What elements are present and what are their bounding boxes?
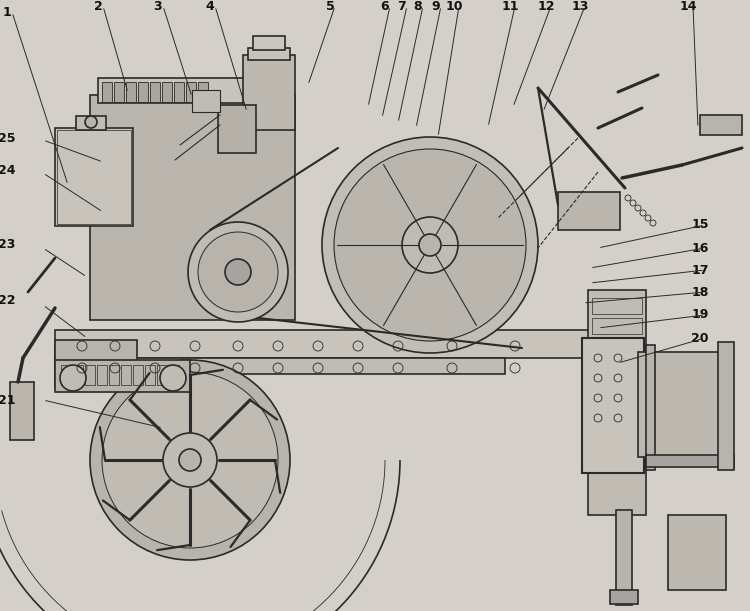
Text: 12: 12 <box>537 0 555 12</box>
Text: 21: 21 <box>0 393 16 406</box>
Bar <box>90 95 295 320</box>
Text: 13: 13 <box>572 0 589 12</box>
Text: 24: 24 <box>0 164 16 177</box>
Text: 5: 5 <box>326 0 334 12</box>
Bar <box>186 82 196 102</box>
Text: 22: 22 <box>0 293 16 307</box>
Circle shape <box>225 259 251 285</box>
Text: 11: 11 <box>501 0 519 12</box>
Bar <box>97 365 107 385</box>
Bar <box>55 340 137 388</box>
Circle shape <box>60 365 86 391</box>
Circle shape <box>179 449 201 471</box>
Bar <box>61 365 71 385</box>
Bar <box>592 318 642 334</box>
Bar <box>76 116 106 130</box>
Bar <box>55 358 505 374</box>
Bar <box>218 105 256 153</box>
Text: 17: 17 <box>692 263 709 277</box>
Circle shape <box>334 149 526 341</box>
Circle shape <box>198 232 278 312</box>
Bar <box>592 418 642 434</box>
Circle shape <box>322 137 538 353</box>
Circle shape <box>85 116 97 128</box>
Bar <box>102 82 112 102</box>
Bar <box>174 82 184 102</box>
Bar <box>145 365 155 385</box>
Text: 1: 1 <box>3 5 11 18</box>
Bar <box>668 515 726 590</box>
Bar <box>588 290 646 515</box>
Bar <box>109 365 119 385</box>
Bar <box>718 342 734 470</box>
Text: 7: 7 <box>398 0 406 12</box>
Bar <box>198 82 208 102</box>
Bar <box>73 365 83 385</box>
Bar <box>150 82 160 102</box>
Bar <box>646 345 655 470</box>
Bar <box>126 82 136 102</box>
Bar <box>646 455 734 467</box>
Text: 6: 6 <box>381 0 389 12</box>
Bar <box>582 338 644 473</box>
Bar <box>133 365 143 385</box>
Text: 25: 25 <box>0 131 16 144</box>
Text: 16: 16 <box>692 241 709 255</box>
Text: 19: 19 <box>692 309 709 321</box>
Bar <box>192 90 220 112</box>
Text: 20: 20 <box>692 332 709 345</box>
Text: 3: 3 <box>154 0 162 12</box>
Text: 18: 18 <box>692 285 709 299</box>
Bar <box>85 365 95 385</box>
Circle shape <box>90 360 290 560</box>
Circle shape <box>419 234 441 256</box>
Bar <box>57 130 131 224</box>
Bar <box>157 365 167 385</box>
Text: 8: 8 <box>414 0 422 12</box>
Circle shape <box>160 365 186 391</box>
Bar <box>55 360 190 392</box>
Bar <box>592 378 642 394</box>
Bar <box>616 510 632 605</box>
Bar <box>592 398 642 414</box>
Bar <box>10 382 34 440</box>
Bar <box>169 365 179 385</box>
Bar <box>610 590 638 604</box>
Bar <box>121 365 131 385</box>
Bar <box>592 338 642 354</box>
Text: 14: 14 <box>680 0 697 12</box>
Bar <box>558 192 620 230</box>
Circle shape <box>402 217 458 273</box>
Text: 9: 9 <box>432 0 440 12</box>
Bar <box>114 82 124 102</box>
Text: 23: 23 <box>0 238 16 252</box>
Text: 10: 10 <box>446 0 463 12</box>
Bar <box>248 48 290 60</box>
Bar <box>243 55 295 130</box>
Text: 2: 2 <box>94 0 102 12</box>
Bar <box>700 115 742 135</box>
Text: 15: 15 <box>692 219 709 232</box>
Bar <box>638 352 733 457</box>
Bar <box>253 36 285 50</box>
Bar <box>162 82 172 102</box>
Circle shape <box>188 222 288 322</box>
Bar <box>55 128 133 226</box>
Bar <box>55 330 595 358</box>
Bar <box>138 82 148 102</box>
Bar <box>592 298 642 314</box>
Circle shape <box>102 372 278 548</box>
Bar <box>98 78 283 103</box>
Bar <box>592 358 642 374</box>
Circle shape <box>163 433 217 487</box>
Text: 4: 4 <box>206 0 214 12</box>
